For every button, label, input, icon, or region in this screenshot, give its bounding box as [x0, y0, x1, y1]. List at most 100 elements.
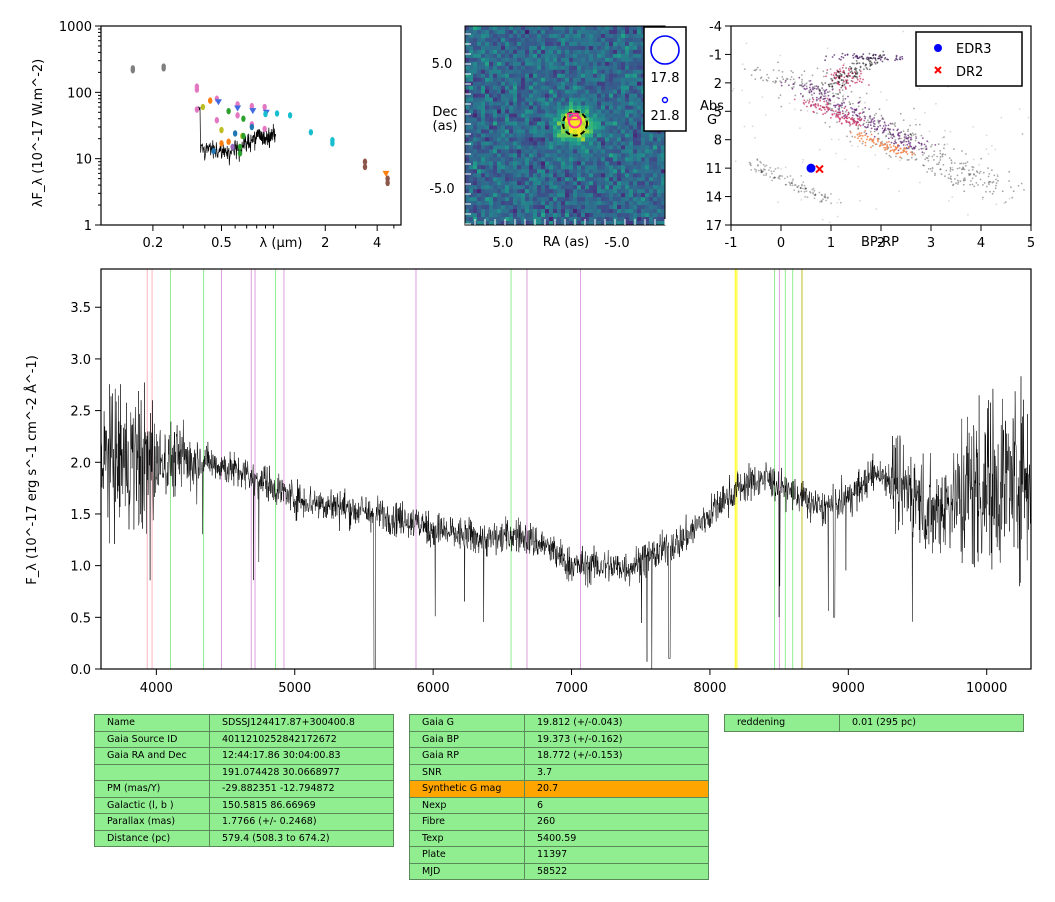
cutout-pixel	[537, 41, 542, 47]
hrd-star	[869, 130, 872, 133]
hrd-star	[953, 162, 956, 164]
cutout-pixel	[573, 205, 578, 210]
hrd-star	[987, 181, 990, 184]
cutout-pixel	[497, 97, 502, 103]
cutout-pixel	[573, 181, 578, 186]
cutout-pixel	[621, 201, 626, 206]
cutout-pixel	[497, 177, 502, 182]
cutout-pixel	[537, 133, 542, 138]
cutout-pixel	[601, 221, 606, 226]
hrd-star	[889, 143, 891, 146]
cutout-pixel	[497, 93, 502, 99]
cutout-pixel	[637, 117, 642, 122]
cutout-pixel	[549, 161, 554, 166]
hrd-star	[912, 133, 915, 136]
cutout-pixel	[605, 169, 610, 174]
cutout-pixel	[585, 169, 590, 174]
hrd-star	[903, 136, 906, 139]
cutout-pixel	[633, 49, 638, 55]
cutout-pixel	[549, 209, 554, 214]
hrd-star	[864, 106, 867, 109]
cutout-pixel	[561, 181, 566, 186]
hrd-star	[841, 84, 843, 87]
hrd-star	[923, 143, 926, 146]
cutout-pixel	[597, 165, 602, 170]
hrd-star	[859, 77, 862, 80]
sed-point	[194, 83, 200, 90]
cutout-pixel	[657, 153, 662, 158]
cutout-pixel	[637, 197, 642, 202]
hrd-star	[867, 121, 870, 124]
hrd-star	[808, 86, 811, 89]
cutout-pixel	[589, 37, 594, 43]
hrd-star	[909, 133, 912, 136]
cutout-pixel	[645, 185, 650, 190]
cutout-pixel	[657, 217, 662, 222]
cutout-pixel	[593, 29, 598, 35]
cutout-pixel	[565, 133, 570, 138]
cutout-pixel	[473, 69, 478, 75]
cutout-pixel	[541, 145, 546, 150]
cutout-pixel	[497, 193, 502, 198]
hrd-star	[981, 198, 984, 201]
cutout-pixel	[641, 185, 646, 190]
cutout-pixel	[505, 129, 510, 134]
hrd-star	[759, 160, 761, 163]
hrd-star	[926, 140, 929, 143]
hrd-star	[923, 146, 926, 149]
sed-point	[194, 106, 200, 113]
cutout-pixel	[597, 189, 602, 194]
cutout-pixel	[469, 201, 474, 206]
cutout-pixel	[553, 37, 558, 43]
cutout-pixel	[661, 213, 666, 218]
cutout-pixel	[549, 149, 554, 154]
cutout-pixel	[625, 41, 630, 47]
cutout-pixel	[509, 213, 514, 218]
cutout-pixel	[581, 121, 586, 126]
hrd-ytick-label: 2	[714, 77, 722, 92]
cutout-pixel	[557, 177, 562, 182]
cutout-pixel	[521, 45, 526, 51]
hrd-star	[844, 114, 846, 117]
hrd-star	[840, 73, 843, 76]
hrd-star	[869, 124, 872, 127]
cutout-pixel	[617, 221, 622, 226]
cutout-pixel	[617, 69, 622, 75]
cutout-pixel	[549, 73, 554, 79]
hrd-star	[833, 72, 836, 74]
cutout-pixel	[489, 209, 494, 214]
cutout-pixel	[573, 101, 578, 106]
cutout-pixel	[481, 169, 486, 174]
cutout-pixel	[513, 109, 518, 114]
cutout-pixel	[473, 177, 478, 182]
cutout-pixel	[613, 197, 618, 202]
sed-xtick-label: 4	[373, 236, 381, 251]
cutout-pixel	[641, 117, 646, 122]
cutout-pixel	[601, 121, 606, 126]
cutout-pixel	[585, 109, 590, 114]
hrd-star	[760, 168, 762, 171]
hrd-star	[942, 153, 944, 155]
cutout-pixel	[617, 77, 622, 83]
cutout-pixel	[529, 137, 534, 142]
cutout-pixel	[625, 209, 630, 214]
cutout-pixel	[565, 141, 570, 146]
cutout-pixel	[549, 77, 554, 83]
cutout-pixel	[549, 181, 554, 186]
cutout-pixel	[581, 89, 586, 95]
cutout-pixel	[561, 137, 566, 142]
sed-point-triangle	[234, 105, 242, 112]
cutout-pixel	[605, 97, 610, 103]
table-key-cell: Nexp	[409, 796, 525, 814]
hrd-star	[856, 73, 859, 75]
cutout-pixel	[629, 65, 634, 71]
cutout-pixel	[509, 137, 514, 142]
cutout-pixel	[557, 85, 562, 91]
cutout-pixel	[645, 161, 650, 166]
table-value-cell: SDSSJ124417.87+300400.8	[209, 714, 394, 732]
cutout-pixel	[501, 73, 506, 79]
cutout-pixel	[501, 157, 506, 162]
sed-point	[237, 150, 243, 157]
cutout-pixel	[521, 85, 526, 91]
hrd-star	[830, 109, 833, 112]
